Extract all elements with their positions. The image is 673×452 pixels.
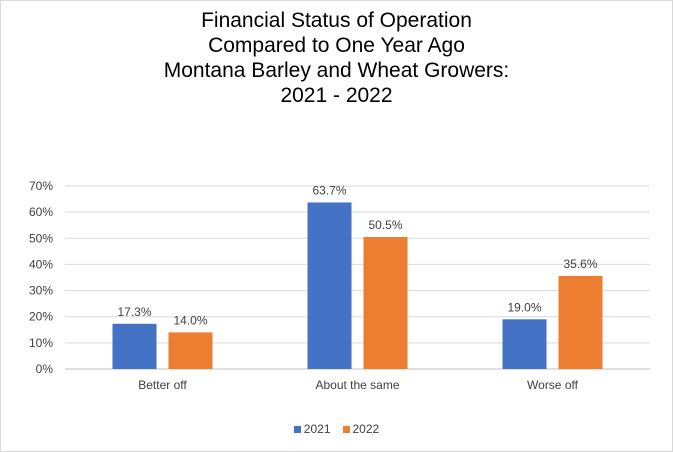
x-tick-label: Worse off (527, 378, 579, 392)
chart-title-line-4: 2021 - 2022 (280, 84, 393, 107)
chart-title-line-2: Compared to One Year Ago (208, 34, 465, 57)
y-tick-label: 60% (29, 205, 53, 219)
legend-label-2022: 2022 (352, 422, 380, 436)
x-tick-label: About the same (315, 378, 399, 392)
y-tick-label: 10% (29, 336, 53, 350)
y-tick-label: 0% (36, 362, 54, 376)
y-tick-label: 70% (29, 179, 53, 193)
data-label: 14.0% (173, 313, 207, 327)
chart-title-line-1: Financial Status of Operation (201, 9, 472, 32)
legend-item-2022: 2022 (342, 422, 380, 436)
bar-2022-1 (363, 236, 408, 369)
y-tick-label: 30% (29, 284, 53, 298)
legend-swatch-2021 (293, 425, 301, 433)
bar-2021-0 (112, 323, 157, 369)
chart-title-line-3: Montana Barley and Wheat Growers: (163, 59, 510, 82)
data-label: 63.7% (312, 183, 346, 197)
legend-swatch-2022 (342, 425, 350, 433)
bar-2022-2 (558, 275, 603, 369)
data-label: 17.3% (117, 305, 151, 319)
y-tick-label: 20% (29, 310, 53, 324)
chart-title: Financial Status of Operation Compared t… (0, 8, 673, 108)
bar-2022-0 (168, 332, 213, 369)
y-tick-label: 50% (29, 231, 53, 245)
bar-2021-2 (502, 319, 547, 369)
data-label: 19.0% (507, 300, 541, 314)
data-label: 50.5% (368, 218, 402, 232)
legend-label-2021: 2021 (303, 422, 331, 436)
bar-2021-1 (307, 202, 352, 369)
y-tick-label: 40% (29, 257, 53, 271)
legend-item-2021: 2021 (293, 422, 331, 436)
chart-legend: 2021 2022 (0, 422, 673, 436)
x-tick-label: Better off (138, 378, 187, 392)
data-label: 35.6% (563, 257, 597, 271)
